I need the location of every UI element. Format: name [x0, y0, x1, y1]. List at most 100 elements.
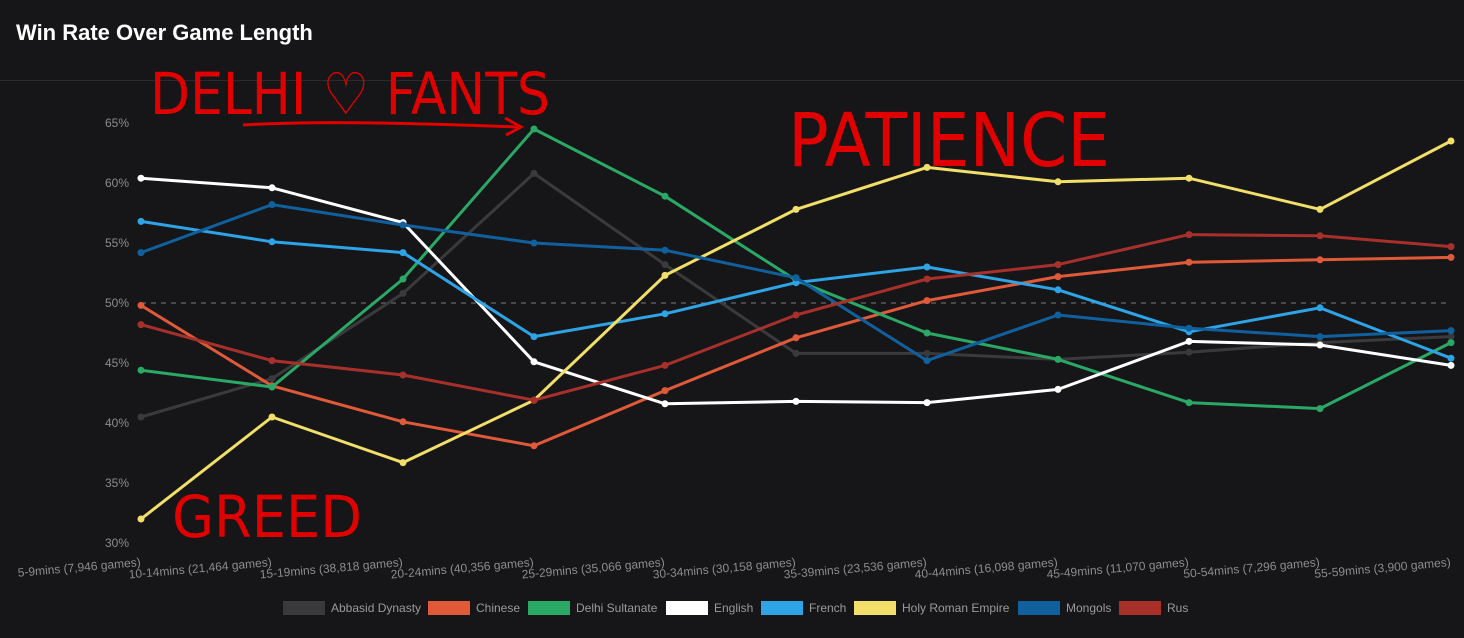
- x-tick-label: 5-9mins (7,946 games): [17, 555, 141, 580]
- data-point[interactable]: [923, 349, 931, 357]
- data-point[interactable]: [1316, 232, 1324, 240]
- data-point[interactable]: [1054, 385, 1062, 393]
- legend-label: Delhi Sultanate: [576, 601, 658, 615]
- data-point[interactable]: [137, 515, 145, 523]
- x-tick-label: 50-54mins (7,296 games): [1183, 555, 1320, 581]
- data-point[interactable]: [792, 349, 800, 357]
- data-point[interactable]: [137, 217, 145, 225]
- legend-item[interactable]: Rus: [1119, 601, 1188, 615]
- data-point[interactable]: [1054, 355, 1062, 363]
- legend-item[interactable]: English: [666, 601, 753, 615]
- data-point[interactable]: [661, 400, 669, 408]
- data-point[interactable]: [661, 246, 669, 254]
- data-point[interactable]: [268, 201, 276, 209]
- data-point[interactable]: [399, 371, 407, 379]
- data-point[interactable]: [137, 366, 145, 374]
- data-point[interactable]: [1447, 253, 1455, 261]
- data-point[interactable]: [137, 174, 145, 182]
- data-point[interactable]: [792, 311, 800, 319]
- data-point[interactable]: [1447, 243, 1455, 251]
- data-point[interactable]: [1316, 205, 1324, 213]
- legend-swatch: [283, 601, 325, 615]
- data-point[interactable]: [399, 418, 407, 426]
- data-point[interactable]: [268, 375, 276, 383]
- data-point[interactable]: [530, 358, 538, 366]
- data-point[interactable]: [268, 184, 276, 192]
- data-point[interactable]: [1054, 261, 1062, 269]
- data-point[interactable]: [137, 301, 145, 309]
- data-point[interactable]: [792, 205, 800, 213]
- data-point[interactable]: [792, 279, 800, 287]
- data-point[interactable]: [530, 239, 538, 247]
- legend-item[interactable]: Holy Roman Empire: [854, 601, 1010, 615]
- data-point[interactable]: [530, 396, 538, 404]
- data-point[interactable]: [1447, 361, 1455, 369]
- data-point[interactable]: [1185, 337, 1193, 345]
- data-point[interactable]: [268, 383, 276, 391]
- legend-label: Chinese: [476, 601, 520, 615]
- data-point[interactable]: [1185, 231, 1193, 239]
- data-point[interactable]: [1185, 258, 1193, 266]
- data-point[interactable]: [1316, 256, 1324, 264]
- y-tick-label: 60%: [105, 176, 129, 190]
- data-point[interactable]: [923, 399, 931, 407]
- data-point[interactable]: [530, 333, 538, 341]
- data-point[interactable]: [661, 387, 669, 395]
- data-point[interactable]: [530, 442, 538, 450]
- legend-item[interactable]: Chinese: [428, 601, 520, 615]
- data-point[interactable]: [661, 271, 669, 279]
- data-point[interactable]: [923, 263, 931, 271]
- data-point[interactable]: [1185, 348, 1193, 356]
- data-point[interactable]: [1054, 311, 1062, 319]
- data-point[interactable]: [137, 249, 145, 257]
- data-point[interactable]: [1054, 273, 1062, 281]
- series-line[interactable]: [140, 139, 1452, 521]
- data-point[interactable]: [661, 261, 669, 269]
- data-point[interactable]: [923, 275, 931, 283]
- data-point[interactable]: [1185, 324, 1193, 332]
- data-point[interactable]: [399, 249, 407, 257]
- data-point[interactable]: [1447, 339, 1455, 347]
- data-point[interactable]: [530, 125, 538, 133]
- data-point[interactable]: [923, 357, 931, 365]
- data-point[interactable]: [1185, 174, 1193, 182]
- legend-item[interactable]: Delhi Sultanate: [528, 601, 658, 615]
- data-point[interactable]: [1447, 354, 1455, 362]
- legend-item[interactable]: Abbasid Dynasty: [283, 601, 421, 615]
- data-point[interactable]: [661, 361, 669, 369]
- legend-item[interactable]: French: [761, 601, 846, 615]
- data-point[interactable]: [1316, 405, 1324, 413]
- data-point[interactable]: [268, 357, 276, 365]
- y-tick-label: 55%: [105, 236, 129, 250]
- data-point[interactable]: [399, 289, 407, 297]
- legend: Abbasid Dynasty Chinese Delhi Sultanate Eng…: [283, 601, 1188, 615]
- data-point[interactable]: [792, 397, 800, 405]
- data-point[interactable]: [1316, 304, 1324, 312]
- data-point[interactable]: [1447, 137, 1455, 145]
- data-point[interactable]: [1447, 327, 1455, 335]
- data-point[interactable]: [923, 329, 931, 337]
- data-point[interactable]: [661, 192, 669, 200]
- data-point[interactable]: [923, 163, 931, 171]
- data-point[interactable]: [137, 413, 145, 421]
- data-point[interactable]: [399, 459, 407, 467]
- data-point[interactable]: [1316, 333, 1324, 341]
- data-point[interactable]: [1316, 341, 1324, 349]
- data-point[interactable]: [1054, 286, 1062, 294]
- data-point[interactable]: [661, 310, 669, 318]
- data-point[interactable]: [1447, 333, 1455, 341]
- data-point[interactable]: [792, 334, 800, 342]
- data-point[interactable]: [792, 274, 800, 282]
- data-point[interactable]: [268, 238, 276, 246]
- data-point[interactable]: [137, 321, 145, 329]
- data-point[interactable]: [1054, 178, 1062, 186]
- data-point[interactable]: [530, 169, 538, 177]
- data-point[interactable]: [399, 221, 407, 229]
- legend-item[interactable]: Mongols: [1018, 601, 1111, 615]
- data-point[interactable]: [268, 413, 276, 421]
- chart-header: Win Rate Over Game Length: [0, 0, 1464, 81]
- data-point[interactable]: [923, 297, 931, 305]
- data-point[interactable]: [1185, 399, 1193, 407]
- x-axis: 5-9mins (7,946 games)10-14mins (21,464 g…: [17, 555, 1451, 581]
- data-point[interactable]: [399, 275, 407, 283]
